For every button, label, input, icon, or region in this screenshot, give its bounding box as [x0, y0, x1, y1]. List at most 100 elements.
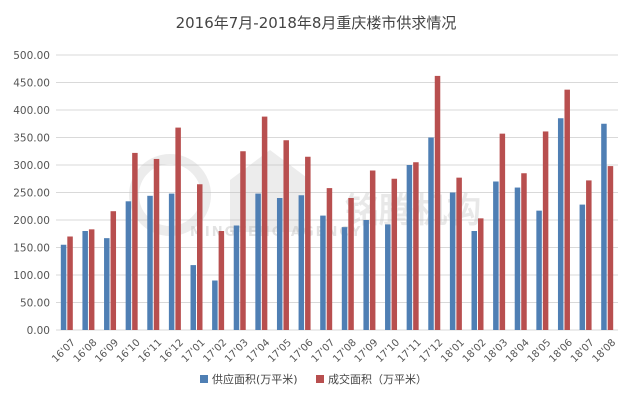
supply-bar — [449, 192, 456, 330]
x-tick-label: 17'01 — [180, 337, 208, 365]
supply-bar — [168, 193, 175, 330]
supply-bar — [255, 193, 261, 330]
supply-bar — [82, 231, 88, 330]
supply-bar — [104, 238, 110, 330]
transaction-bar — [153, 158, 160, 330]
supply-bar — [341, 227, 348, 330]
y-tick-label: 50.00 — [20, 298, 50, 310]
transaction-bar — [110, 211, 117, 330]
x-tick-label: 18'06 — [547, 337, 575, 365]
transaction-bar — [132, 152, 138, 330]
x-tick-label: 16'11 — [137, 337, 165, 365]
transaction-bar — [542, 131, 549, 330]
supply-bar — [60, 244, 67, 330]
transaction-bar — [197, 184, 203, 330]
watermark-logo-house — [230, 150, 310, 232]
transaction-bar — [369, 170, 376, 330]
transaction-bar — [283, 140, 289, 330]
y-tick-label: 450.00 — [13, 78, 50, 90]
x-tick-label: 18'02 — [461, 337, 489, 365]
supply-bar — [471, 231, 477, 330]
x-tick-label: 17'02 — [201, 337, 229, 365]
supply-bar — [536, 210, 542, 330]
x-tick-label: 17'12 — [418, 337, 446, 365]
watermark-sub-text: MINGTENG AGENCY — [190, 225, 362, 240]
x-tick-label: 17'04 — [245, 337, 273, 365]
x-axis-ticks: 16'0716'0816'0916'1016'1116'1217'0117'02… — [50, 337, 618, 365]
supply-bar — [601, 123, 607, 330]
supply-bar — [212, 280, 218, 330]
supply-bar — [147, 195, 153, 330]
transaction-bar — [391, 178, 398, 330]
y-tick-label: 0.00 — [27, 325, 50, 337]
transaction-bar — [499, 133, 506, 330]
x-tick-label: 17'11 — [396, 337, 424, 365]
y-tick-label: 200.00 — [13, 215, 50, 227]
x-tick-label: 17'10 — [374, 337, 402, 365]
bars — [60, 75, 614, 331]
y-tick-label: 150.00 — [13, 243, 50, 255]
transaction-bar — [413, 162, 419, 330]
supply-bar — [276, 198, 283, 330]
x-tick-label: 18'03 — [482, 337, 510, 365]
y-tick-label: 300.00 — [13, 160, 50, 172]
x-tick-label: 18'08 — [591, 337, 619, 365]
supply-bar — [233, 225, 240, 330]
x-tick-label: 17'08 — [331, 337, 359, 365]
transaction-bar — [175, 127, 181, 330]
supply-bar — [320, 215, 326, 330]
supply-bar — [514, 187, 521, 330]
transaction-bar — [478, 218, 484, 330]
x-tick-label: 16'07 — [50, 337, 78, 365]
chart-title: 2016年7月-2018年8月重庆楼市供求情况 — [176, 14, 457, 32]
transaction-bar — [67, 236, 73, 330]
transaction-bar — [607, 166, 614, 330]
x-tick-label: 17'03 — [223, 337, 251, 365]
transaction-bar — [218, 231, 225, 330]
supply-bar — [363, 220, 369, 330]
transaction-bar — [564, 89, 570, 331]
transaction-bar — [434, 75, 441, 331]
x-tick-label: 16'09 — [93, 337, 121, 365]
supply-bar — [406, 165, 413, 330]
supply-bar — [190, 265, 196, 330]
transaction-bar — [456, 177, 462, 330]
x-tick-label: 17'06 — [288, 337, 316, 365]
x-tick-label: 17'05 — [266, 337, 294, 365]
supply-bar — [557, 118, 564, 330]
transaction-bar — [261, 116, 268, 330]
supply-bar — [298, 195, 305, 330]
transaction-bar — [348, 198, 354, 330]
x-tick-label: 17'09 — [353, 337, 381, 365]
x-tick-label: 18'01 — [439, 337, 467, 365]
legend-label: 成交面积（万平米） — [328, 372, 427, 386]
supply-bar — [385, 224, 391, 330]
y-tick-label: 400.00 — [13, 105, 50, 117]
y-tick-label: 350.00 — [13, 133, 50, 145]
supply-bar — [493, 181, 499, 330]
y-tick-label: 250.00 — [13, 188, 50, 200]
x-tick-label: 16'10 — [115, 337, 143, 365]
transaction-bar — [586, 180, 592, 330]
transaction-bar — [326, 188, 333, 330]
x-tick-label: 18'04 — [504, 337, 532, 365]
y-tick-label: 100.00 — [13, 270, 50, 282]
legend-swatch — [316, 375, 324, 383]
x-tick-label: 16'12 — [158, 337, 186, 365]
y-axis-ticks: 0.00 50.00 100.00 150.00 200.00 250.00 300.00 3… — [13, 50, 50, 337]
supply-bar — [579, 204, 586, 330]
legend-swatch — [200, 375, 208, 383]
x-tick-label: 18'05 — [526, 337, 554, 365]
transaction-bar — [88, 229, 95, 330]
legend-label: 供应面积(万平米) — [212, 372, 298, 386]
x-tick-label: 17'07 — [310, 337, 338, 365]
transaction-bar — [305, 156, 311, 330]
x-tick-label: 16'08 — [72, 337, 100, 365]
legend: 供应面积(万平米) 成交面积（万平米） — [200, 372, 427, 386]
supply-bar — [125, 201, 132, 330]
transaction-bar — [240, 151, 246, 330]
transaction-bar — [521, 173, 527, 330]
y-tick-label: 500.00 — [13, 50, 50, 62]
